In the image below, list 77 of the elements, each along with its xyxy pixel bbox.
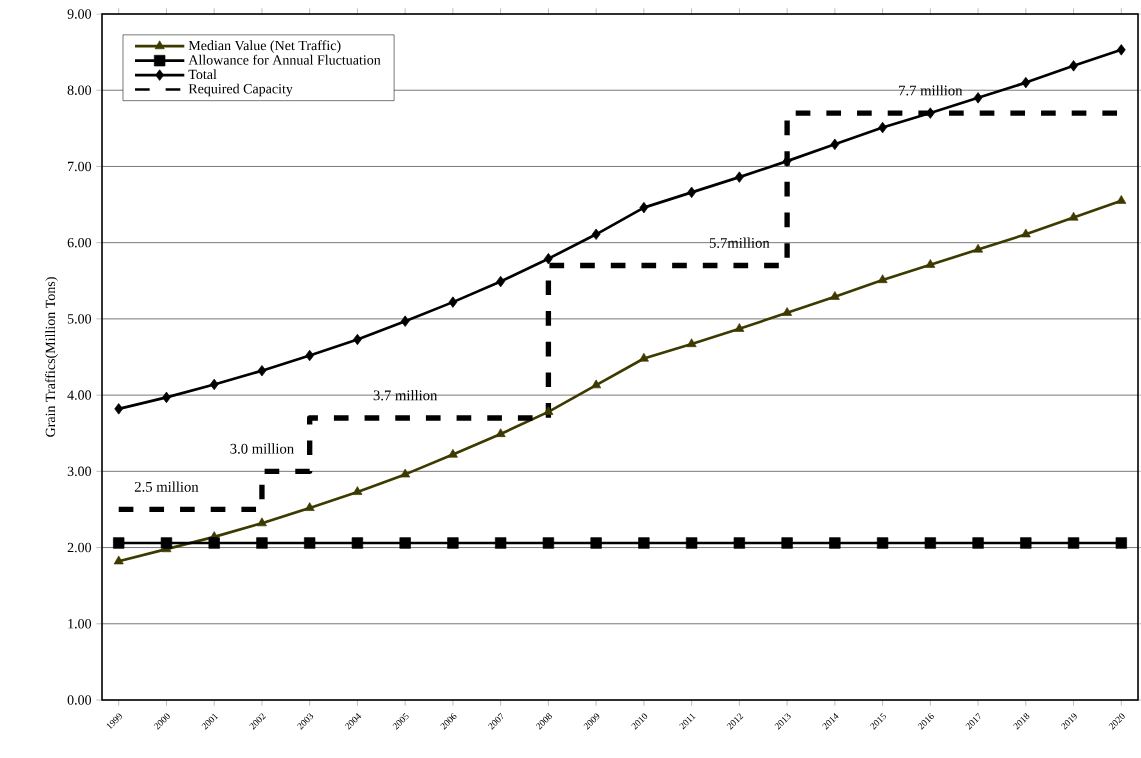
point [734, 323, 745, 332]
point [686, 338, 697, 348]
legend-label: Required Capacity [188, 83, 293, 97]
point [447, 537, 459, 549]
y-axis-title: Grain Traffics(Million Tons) [45, 277, 58, 437]
point [829, 537, 841, 549]
point [304, 502, 315, 511]
annotation: 2.5 million [134, 481, 199, 492]
point [352, 486, 363, 495]
point [877, 274, 888, 284]
point [685, 537, 698, 549]
legend-label: Median Value (Net Traffic) [188, 40, 341, 54]
point [400, 315, 410, 327]
annotation: 5.7million [709, 237, 770, 248]
point [495, 428, 506, 437]
point [400, 468, 411, 478]
point [256, 517, 267, 527]
point [113, 555, 124, 565]
point [494, 537, 507, 549]
point [543, 406, 554, 415]
point [1068, 211, 1079, 221]
point [1020, 537, 1032, 549]
point [924, 537, 937, 549]
y-tick-label: 9.00 [67, 9, 92, 19]
y-tick-label: 3.00 [67, 466, 92, 477]
y-tick-label: 2.00 [67, 542, 92, 553]
point [447, 448, 458, 458]
point [1021, 76, 1031, 89]
point [829, 291, 840, 300]
point [1069, 60, 1078, 72]
point [973, 243, 984, 253]
point [1116, 195, 1127, 204]
point [735, 171, 744, 183]
point [925, 259, 936, 268]
annotation: 3.7 million [373, 390, 438, 401]
point [830, 138, 840, 151]
point [256, 537, 268, 549]
point [113, 537, 125, 549]
y-tick-label: 8.00 [67, 85, 92, 95]
legend-label: Total [188, 69, 217, 80]
y-tick-label: 1.00 [68, 619, 92, 629]
point [638, 537, 650, 549]
point [114, 403, 124, 415]
point [1020, 228, 1031, 238]
point [448, 296, 458, 308]
point [209, 378, 219, 391]
point [591, 379, 602, 389]
point [1115, 537, 1127, 549]
y-tick-label: 4.00 [67, 390, 92, 400]
point [351, 537, 364, 549]
point [590, 537, 602, 549]
point [208, 537, 220, 549]
annotation: 3.0 million [230, 443, 294, 454]
y-tick-label: 0.00 [67, 695, 92, 705]
annotation: 7.7 million [899, 85, 963, 96]
y-tick-label: 5.00 [67, 314, 92, 324]
point [304, 537, 316, 549]
point [876, 537, 889, 549]
point [305, 349, 315, 362]
point [542, 537, 555, 549]
point [1067, 537, 1080, 549]
point [781, 537, 793, 549]
point [1116, 44, 1126, 56]
point [733, 537, 746, 549]
y-tick-label: 7.00 [68, 161, 92, 172]
point [973, 92, 983, 104]
point [399, 537, 411, 549]
point [257, 365, 267, 377]
point [639, 201, 649, 214]
point [544, 253, 553, 265]
point [638, 352, 649, 362]
point [591, 228, 601, 240]
point [782, 307, 793, 316]
point [160, 537, 173, 549]
legend-label: Allowance for Annual Fluctuation [188, 54, 381, 65]
y-tick-label: 6.00 [67, 237, 92, 248]
point [972, 537, 984, 549]
